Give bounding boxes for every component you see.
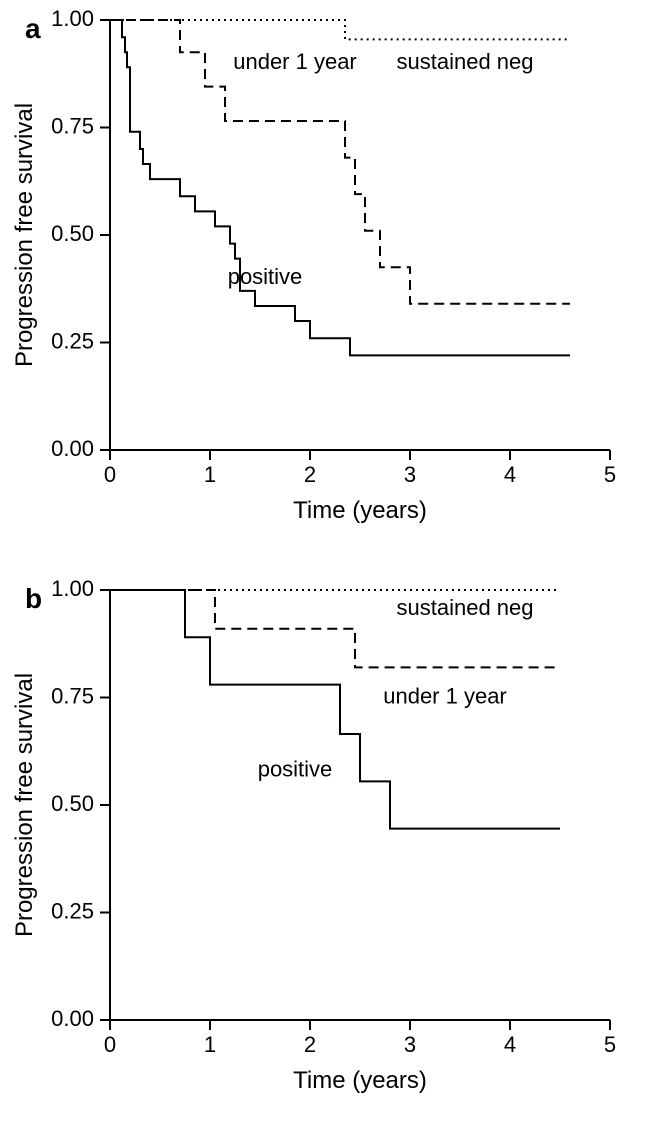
y-tick-label: 0.00 <box>51 436 94 461</box>
x-tick-label: 0 <box>104 1032 116 1057</box>
y-tick-label: 0.75 <box>51 113 94 138</box>
x-axis-label: Time (years) <box>293 497 427 524</box>
x-tick-label: 4 <box>504 1032 516 1057</box>
panel-a: a 0.00 0.25 0.50 0.75 1.00 0 1 2 3 4 5 Time (years) P… <box>0 0 657 560</box>
y-axis-label: Progression free survival <box>11 673 38 937</box>
x-tick-label: 5 <box>604 1032 616 1057</box>
x-tick-label: 2 <box>304 1032 316 1057</box>
panel-label: a <box>25 13 41 44</box>
y-tick-label: 0.50 <box>51 221 94 246</box>
y-tick-label: 0.75 <box>51 683 94 708</box>
y-axis-label: Progression free survival <box>11 103 38 367</box>
series-label: sustained neg <box>397 595 534 620</box>
y-tick-label: 0.25 <box>51 898 94 923</box>
y-tick-label: 1.00 <box>51 6 94 31</box>
x-tick-label: 3 <box>404 1032 416 1057</box>
x-tick-label: 2 <box>304 462 316 487</box>
x-tick-label: 0 <box>104 462 116 487</box>
y-tick-label: 0.50 <box>51 791 94 816</box>
series-label: under 1 year <box>383 683 507 708</box>
x-tick-label: 1 <box>204 462 216 487</box>
panel-label: b <box>25 583 42 614</box>
x-tick-label: 4 <box>504 462 516 487</box>
series-line <box>110 590 560 829</box>
x-tick-label: 1 <box>204 1032 216 1057</box>
figure-container: { "figure": { "width": 657, "height": 11… <box>0 0 657 1134</box>
x-tick-label: 5 <box>604 462 616 487</box>
series-label: positive <box>258 756 333 781</box>
series-label: positive <box>228 264 303 289</box>
y-tick-label: 0.00 <box>51 1006 94 1031</box>
y-tick-label: 1.00 <box>51 576 94 601</box>
x-tick-label: 3 <box>404 462 416 487</box>
x-axis-label: Time (years) <box>293 1067 427 1094</box>
y-tick-label: 0.25 <box>51 328 94 353</box>
series-label: under 1 year <box>233 49 357 74</box>
series-label: sustained neg <box>397 49 534 74</box>
panel-b: b 0.00 0.25 0.50 0.75 1.00 0 1 2 3 4 5 Time (years) P… <box>0 570 657 1130</box>
